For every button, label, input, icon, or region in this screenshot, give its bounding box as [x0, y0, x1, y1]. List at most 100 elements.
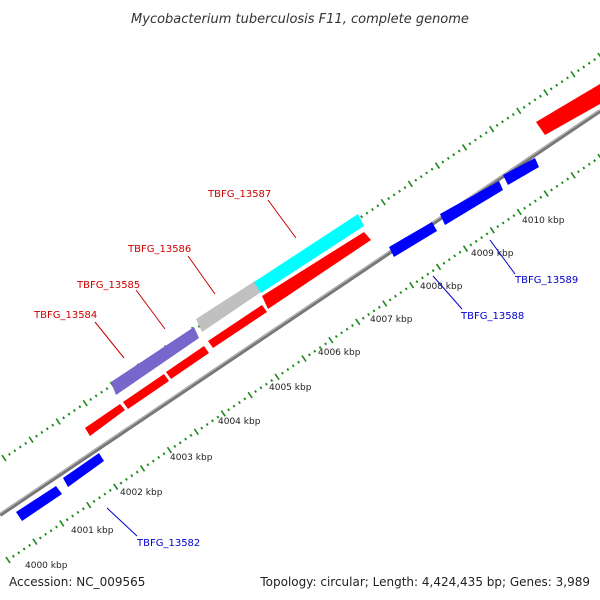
major-tick [543, 89, 549, 96]
major-tick [274, 373, 280, 381]
minor-tick [377, 305, 381, 309]
kbp-labels: 4000 kbp 4001 kbp 4002 kbp 4003 kbp 4004… [25, 216, 565, 571]
gene-reverse[interactable] [63, 453, 104, 487]
minor-tick [582, 166, 586, 170]
minor-tick [522, 105, 526, 109]
major-tick [597, 153, 600, 159]
minor-tick [94, 394, 98, 398]
minor-tick [119, 481, 123, 485]
minor-tick [501, 120, 504, 124]
gene-label-tbfg-13582[interactable]: TBFG_13582 [136, 538, 200, 549]
minor-tick [345, 327, 349, 331]
major-tick [1, 454, 7, 462]
gene-forward[interactable] [208, 305, 267, 348]
minor-tick [173, 444, 177, 448]
kbp-label: 4008 kbp [420, 282, 463, 292]
gene-reverse[interactable] [503, 158, 539, 185]
minor-tick [307, 353, 311, 357]
minor-tick [237, 400, 241, 405]
gene-forward[interactable] [262, 232, 371, 309]
minor-tick [340, 331, 344, 335]
major-tick [461, 144, 468, 151]
gene-tbfg-13586[interactable] [196, 281, 261, 332]
gene-label-tbfg-13588[interactable]: TBFG_13588 [460, 311, 524, 322]
gene-forward[interactable] [123, 374, 169, 409]
major-tick [570, 70, 576, 78]
major-tick [355, 318, 361, 326]
major-tick [597, 52, 600, 58]
minor-tick [40, 430, 44, 434]
major-tick [59, 520, 65, 527]
minor-tick [533, 199, 537, 203]
minor-tick [24, 441, 28, 445]
gene-reverse[interactable] [389, 222, 437, 257]
minor-tick [184, 437, 188, 441]
minor-tick [200, 426, 204, 430]
minor-tick [587, 61, 591, 65]
kbp-label: 4007 kbp [370, 315, 413, 325]
gene-forward[interactable] [536, 84, 600, 135]
minor-tick [151, 459, 155, 463]
minor-tick [13, 449, 17, 453]
minor-tick [45, 427, 49, 431]
kbp-label: 4005 kbp [269, 383, 312, 393]
minor-tick [474, 239, 478, 243]
major-tick [113, 483, 119, 491]
minor-tick [227, 408, 231, 412]
minor-tick [404, 287, 408, 291]
minor-tick [420, 276, 424, 280]
minor-tick [360, 215, 364, 219]
major-tick [516, 208, 522, 216]
gene-tbfg-13584[interactable] [111, 327, 199, 395]
minor-tick [135, 470, 139, 474]
gene-reverse[interactable] [440, 181, 503, 225]
major-tick [86, 501, 92, 509]
major-tick [489, 125, 495, 133]
gene-leader-lines [94, 199, 516, 537]
major-tick [570, 171, 576, 179]
minor-tick [426, 272, 430, 276]
major-tick [32, 538, 38, 546]
minor-tick [415, 280, 419, 284]
major-tick [247, 391, 253, 399]
minor-tick [162, 452, 166, 456]
minor-tick [232, 404, 236, 408]
minor-tick [146, 463, 150, 467]
minor-tick [560, 80, 564, 84]
minor-tick [496, 225, 500, 229]
minor-tick [297, 360, 301, 364]
major-tick [55, 418, 61, 425]
map-title: Mycobacterium tuberculosis F11, complete… [131, 12, 469, 27]
minor-tick [318, 346, 322, 349]
leader-line [94, 321, 125, 359]
minor-tick [38, 536, 42, 540]
gene-label-tbfg-13586[interactable]: TBFG_13586 [127, 244, 191, 255]
gene-label-tbfg-13589[interactable]: TBFG_13589 [514, 275, 578, 286]
minor-tick [89, 397, 93, 402]
minor-tick [414, 178, 418, 182]
minor-tick [81, 507, 85, 511]
minor-tick [577, 170, 580, 174]
minor-tick [523, 206, 527, 210]
gene-reverse[interactable] [16, 486, 62, 521]
backbone-line [0, 109, 600, 517]
minor-tick [243, 397, 247, 401]
genome-summary-text: Topology: circular; Length: 4,424,435 bp… [259, 575, 590, 589]
gene-label-tbfg-13587[interactable]: TBFG_13587 [207, 189, 271, 200]
minor-tick [582, 65, 586, 69]
gene-forward[interactable] [85, 404, 125, 436]
minor-tick [550, 188, 553, 192]
gene-tbfg-13587[interactable] [254, 214, 364, 293]
minor-tick [560, 181, 564, 185]
backbone-highlight [0, 109, 600, 514]
gene-label-tbfg-13584[interactable]: TBFG_13584 [33, 310, 97, 321]
minor-tick [103, 492, 107, 496]
major-tick [28, 436, 34, 444]
minor-tick [555, 184, 559, 188]
minor-tick [538, 94, 542, 98]
minor-tick [430, 167, 434, 171]
minor-tick [270, 378, 274, 383]
gene-forward[interactable] [166, 346, 209, 379]
gene-label-tbfg-13585[interactable]: TBFG_13585 [76, 280, 140, 291]
